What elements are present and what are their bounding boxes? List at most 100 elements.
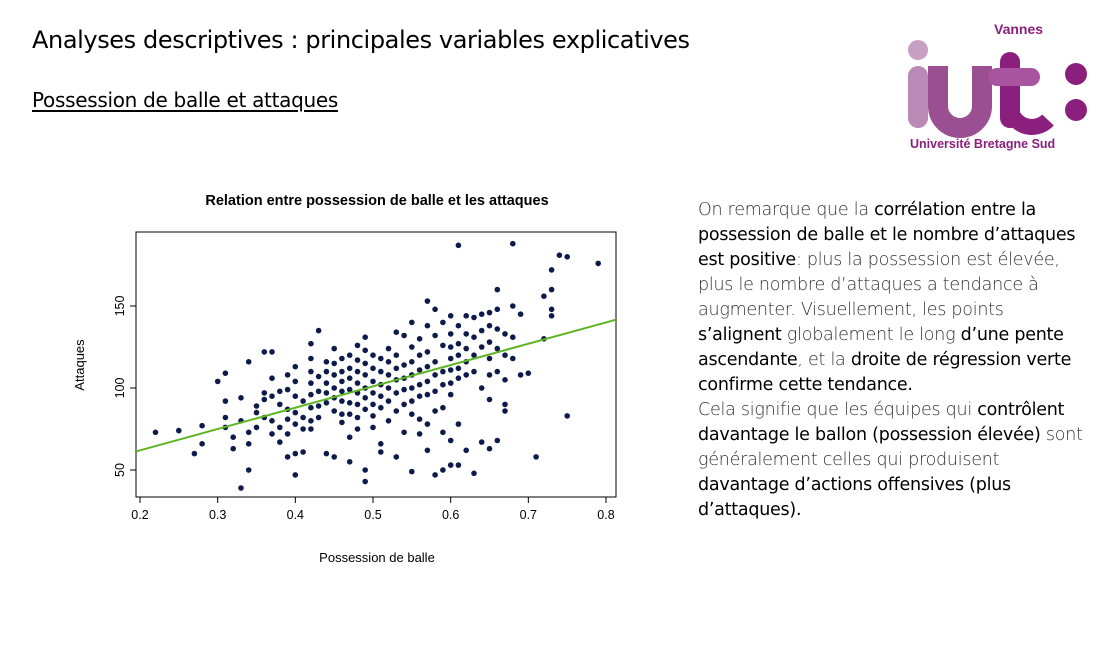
data-point [447, 344, 454, 350]
data-point [502, 352, 508, 358]
data-point [354, 368, 361, 375]
data-point [393, 329, 400, 335]
data-point [308, 368, 314, 375]
logo-t-bar [988, 68, 1040, 86]
data-point [339, 355, 345, 362]
text-segment-emphasis: davantage d’actions offensives (plus d’a… [698, 475, 1011, 520]
data-point [424, 391, 431, 398]
text-segment: : plus la possession est élevée, plus le… [698, 250, 1060, 320]
data-point [502, 408, 508, 414]
data-point [432, 332, 438, 339]
data-point [478, 439, 485, 445]
data-point [292, 450, 299, 457]
data-point [354, 414, 361, 421]
data-point [455, 462, 462, 468]
slide-title: Analyses descriptives : principales vari… [32, 26, 690, 54]
data-point [261, 396, 268, 403]
data-point [292, 472, 299, 478]
data-point [331, 454, 338, 460]
x-axis-label: Possession de balle [319, 550, 435, 565]
data-point [494, 306, 501, 313]
data-point [331, 360, 338, 367]
data-point [416, 336, 423, 342]
data-point [339, 388, 345, 395]
data-point [471, 314, 477, 321]
data-point [245, 359, 252, 365]
data-point [308, 355, 314, 362]
data-point [214, 378, 221, 385]
data-point [370, 352, 376, 358]
data-point [253, 424, 260, 431]
x-tick-label: 0.3 [209, 508, 226, 522]
logo-bottom-text: Université Bretagne Sud [910, 137, 1055, 151]
data-point [486, 445, 493, 452]
data-point [447, 391, 454, 398]
data-point [432, 472, 438, 478]
data-point [409, 359, 415, 365]
data-point [362, 360, 369, 367]
logo-colon-top [1065, 63, 1087, 85]
data-point [346, 365, 353, 372]
data-point [269, 375, 275, 381]
data-point [261, 349, 268, 355]
data-point [494, 368, 501, 375]
data-point [222, 370, 229, 376]
data-point [385, 372, 392, 378]
data-point [463, 447, 470, 454]
data-point [502, 331, 508, 337]
data-point [440, 368, 446, 375]
y-tick-label: 150 [113, 296, 127, 317]
data-point [284, 372, 291, 378]
data-point [385, 385, 392, 391]
data-point [323, 450, 330, 457]
data-point [447, 355, 454, 362]
data-point [556, 252, 563, 258]
data-point [455, 340, 462, 347]
data-point [277, 401, 283, 408]
data-point [300, 426, 306, 432]
data-point [300, 449, 306, 455]
data-point [245, 467, 252, 473]
data-point [424, 363, 431, 370]
data-point [478, 344, 485, 350]
y-axis: 50 100 150 [113, 296, 136, 477]
data-point [564, 254, 570, 260]
data-point [424, 447, 431, 454]
data-point [432, 388, 438, 395]
data-point [354, 342, 361, 349]
data-point [370, 413, 376, 419]
data-point [416, 367, 423, 373]
data-point [300, 414, 306, 421]
data-point [277, 388, 283, 395]
data-point [447, 367, 454, 373]
data-point [393, 352, 400, 358]
data-point [269, 349, 275, 355]
data-point [308, 418, 314, 424]
data-point [432, 408, 438, 414]
data-point [292, 409, 299, 416]
data-point [362, 395, 369, 401]
data-point [253, 409, 260, 416]
data-point [393, 454, 400, 460]
data-point [541, 293, 547, 299]
data-point [308, 426, 314, 432]
data-point [424, 349, 431, 355]
y-tick-label: 100 [113, 378, 127, 399]
data-point [277, 439, 283, 445]
data-point [362, 372, 369, 378]
data-point [292, 393, 299, 399]
text-segment-emphasis: droite de régression verte confirme cett… [698, 350, 1072, 395]
data-point [346, 400, 353, 406]
data-point [548, 306, 555, 313]
data-point [401, 429, 407, 436]
data-point [494, 345, 501, 352]
data-point [385, 398, 392, 404]
data-point [424, 421, 431, 427]
data-point [455, 352, 462, 358]
data-point [191, 450, 198, 457]
data-point [370, 401, 376, 408]
data-point [471, 368, 477, 375]
data-point [346, 352, 353, 358]
data-point [354, 380, 361, 386]
data-point [339, 398, 345, 404]
